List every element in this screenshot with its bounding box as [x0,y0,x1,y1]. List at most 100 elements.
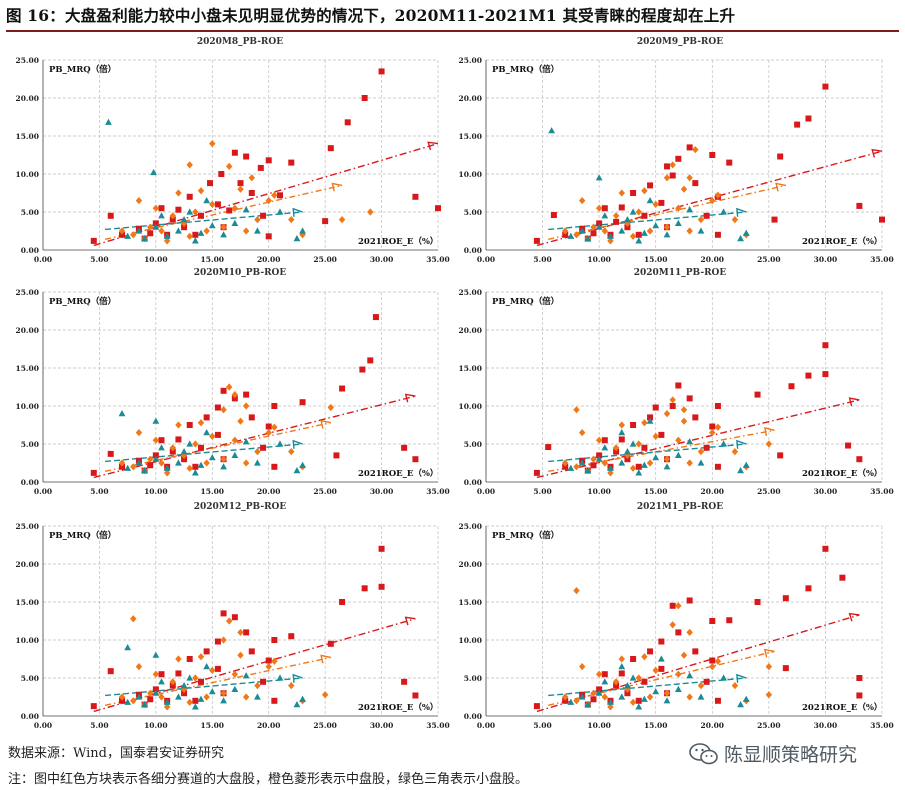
data-point-small-cap [186,674,194,681]
trend-arrowhead-mid [775,182,786,192]
data-point-small-cap [180,682,188,689]
data-point-large-cap [856,202,863,209]
data-point-large-cap [192,231,199,238]
data-point-small-cap [231,685,239,692]
data-point-small-cap [737,701,744,708]
data-point-large-cap [618,670,625,677]
data-point-large-cap [658,638,665,645]
data-point-large-cap [231,149,238,156]
data-point-mid-cap [271,191,278,199]
data-point-small-cap [737,235,744,242]
data-point-large-cap [641,444,648,451]
data-point-large-cap [658,431,665,438]
data-point-small-cap [197,461,205,468]
data-point-large-cap [271,697,278,704]
y-tick-label: 20.00 [16,560,40,569]
data-point-mid-cap [601,693,608,701]
data-point-mid-cap [237,417,244,425]
trend-line-mid [104,656,331,707]
data-point-large-cap [248,648,255,655]
y-tick-label: 25.00 [16,288,40,297]
panel-title: 2020M8_PB-ROE [197,37,283,47]
data-point-mid-cap [765,440,773,448]
data-point-large-cap [879,216,885,223]
data-point-mid-cap [731,216,739,224]
data-point-mid-cap [163,703,171,711]
data-point-small-cap [203,197,211,204]
y-tick-label: 0.00 [464,712,482,721]
data-point-mid-cap [652,432,659,440]
data-point-large-cap [248,414,255,421]
data-point-large-cap [596,686,603,693]
data-point-large-cap [401,678,408,685]
data-point-mid-cap [595,670,603,678]
data-point-mid-cap [169,444,176,452]
data-point-large-cap [181,224,188,231]
data-point-small-cap [618,227,626,234]
y-tick-label: 0.00 [464,478,482,487]
data-point-large-cap [237,180,244,187]
data-point-large-cap [322,218,329,225]
x-tick-label: 0.00 [34,487,52,496]
y-tick-label: 15.00 [16,598,40,607]
trend-line-large [536,150,883,247]
data-point-small-cap [276,440,284,447]
x-tick-label: 5.00 [533,721,551,730]
x-tick-label: 10.00 [144,721,168,730]
data-point-mid-cap [590,689,597,697]
scatter-panel: 2021M1_PB-ROE 0.00 5.00 10.00 15.00 20.00 25.0… [459,502,894,730]
y-tick-label: 20.00 [16,326,40,335]
data-point-large-cap [277,192,283,199]
data-point-large-cap [327,145,334,152]
data-point-large-cap [613,682,620,689]
data-point-small-cap [674,219,682,226]
y-axis-label: PB_MRQ（倍） [49,64,116,75]
data-point-large-cap [147,230,154,237]
panel-title: 2021M1_PB-ROE [637,502,723,512]
data-point-large-cap [805,372,812,379]
wechat-icon [689,743,718,765]
data-point-large-cap [90,469,97,476]
data-point-small-cap [158,444,165,451]
y-tick-label: 5.00 [464,440,482,449]
data-point-small-cap [635,703,643,710]
data-point-large-cap [652,404,659,411]
trend-line-small [105,677,303,697]
data-point-large-cap [845,442,852,449]
data-point-small-cap [197,229,205,236]
y-tick-label: 5.00 [21,674,39,683]
y-tick-label: 20.00 [459,560,483,569]
data-point-mid-cap [618,189,625,197]
data-point-small-cap [293,701,301,708]
x-tick-label: 15.00 [201,721,225,730]
data-point-mid-cap [220,223,227,231]
data-point-mid-cap [562,693,569,701]
data-point-large-cap [624,224,631,231]
data-point-large-cap [709,618,716,624]
data-point-small-cap [607,232,614,239]
data-point-large-cap [412,692,419,699]
data-point-mid-cap [248,174,255,182]
data-point-large-cap [339,599,346,605]
x-tick-label: 25.00 [757,255,781,264]
data-point-mid-cap [731,682,739,690]
data-point-large-cap [260,444,267,451]
data-point-large-cap [186,422,193,428]
data-point-small-cap [135,459,143,466]
y-axis-label: PB_MRQ（倍） [49,530,116,541]
y-tick-label: 10.00 [459,636,483,645]
scatter-panel: 2020M11_PB-ROE 0.00 5.00 10.00 15.00 20.00 25.… [459,268,894,496]
y-tick-label: 20.00 [459,94,483,103]
x-tick-label: 25.00 [313,721,337,730]
data-point-large-cap [271,637,278,643]
data-point-small-cap [686,672,694,679]
data-point-mid-cap [231,436,239,444]
data-point-large-cap [714,697,721,704]
data-point-large-cap [658,665,665,672]
trend-line-large [536,614,860,713]
data-point-small-cap [158,678,165,685]
data-point-mid-cap [220,636,227,644]
data-point-mid-cap [629,464,637,472]
data-point-mid-cap [118,227,126,235]
data-point-mid-cap [573,587,580,595]
